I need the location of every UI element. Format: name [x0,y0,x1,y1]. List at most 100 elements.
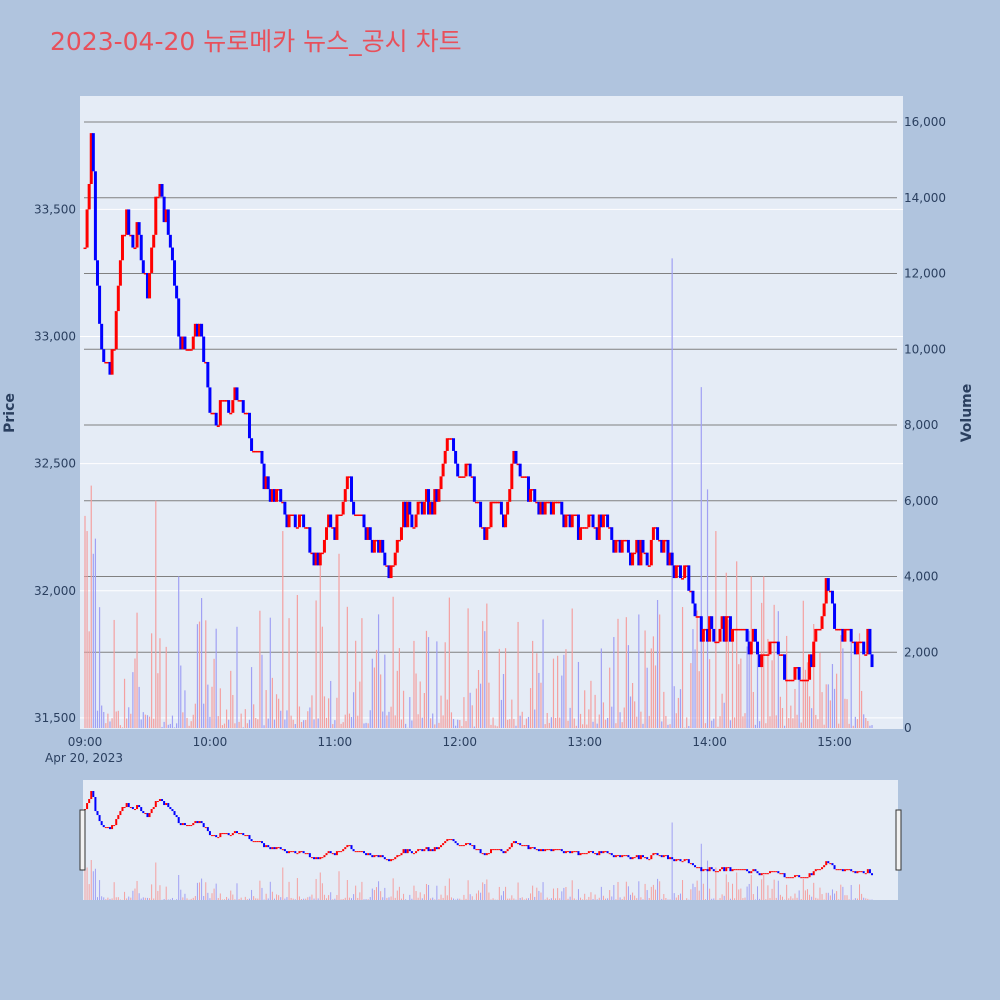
mini-volume-bar [629,894,631,900]
volume-bar [575,725,577,728]
volume-bar [292,719,294,728]
candle [156,196,160,199]
candle [208,387,212,413]
mini-volume-bar [425,883,427,900]
mini-candle [587,851,590,854]
volume-bar [821,692,823,728]
mini-volume-bar [194,895,196,900]
candle [649,539,653,566]
mini-candle [127,803,130,808]
mini-candle [523,845,526,847]
candle [506,501,510,515]
candle [714,641,718,644]
mini-volume-bar [294,899,296,900]
mini-volume-bar [463,894,465,900]
volume-bar [359,681,361,728]
candle [254,450,258,453]
volume-bar [148,716,151,728]
candle [635,539,639,553]
mini-candle [552,849,555,852]
volume-bar [490,724,492,728]
candle [647,565,651,567]
mini-candle [696,867,699,869]
candle [676,565,680,567]
mini-candle [833,865,836,870]
volume-bar [200,598,203,728]
volume-bar [321,626,323,728]
mini-candle [238,833,241,835]
mini-candle [779,873,782,875]
mini-volume-bar [107,897,109,900]
mini-volume-bar [238,898,240,900]
candle [435,489,439,502]
mini-candle [708,867,711,872]
candle [252,450,256,453]
candle [418,501,422,504]
candle [795,667,799,669]
candle [547,501,551,504]
volume-bar [317,718,319,728]
volume-bar [361,618,363,728]
mini-volume-bar [488,892,490,900]
mini-candle [648,859,651,861]
volume-bar [798,670,800,728]
candle [210,412,214,415]
candle [837,628,841,631]
volume-bar [319,561,321,728]
volume-bar [667,724,669,728]
volume-bar [113,619,115,728]
mini-candle [748,871,751,874]
mini-volume-bar [567,898,569,900]
volume-bar [719,716,721,728]
volume-bar [748,630,750,728]
candle [518,463,522,477]
candle [766,654,770,656]
volume-bar [871,725,873,728]
mini-volume-bar [582,899,584,900]
mini-candle [514,841,517,844]
date-label: Apr 20, 2023 [45,751,123,765]
candle [449,438,453,440]
candle [826,578,830,591]
candle [397,539,401,542]
mini-volume-bar [450,897,452,900]
range-slider-right-handle[interactable] [895,809,902,871]
mini-candle [298,851,301,854]
mini-candle [348,845,351,847]
range-slider[interactable] [83,780,898,900]
mini-candle [818,869,821,871]
mini-candle [537,849,540,852]
mini-volume-bar [290,897,292,900]
mini-volume-bar [627,886,629,900]
candle [720,616,724,629]
mini-volume-bar [802,879,804,900]
volume-bar [717,726,719,728]
candle [362,514,366,528]
mini-volume-bar [663,894,665,900]
mini-volume-bar [196,882,198,900]
mini-candle [637,855,640,860]
range-slider-left-handle[interactable] [79,809,86,871]
volume-bar [411,720,413,728]
mini-candle [525,845,528,847]
mini-volume-bar [317,898,319,900]
candle [110,349,114,375]
candle [162,196,166,223]
volume-bar [213,658,215,728]
volume-bar [352,692,355,728]
volume-bar [248,719,251,728]
mini-volume-bar [111,898,113,900]
mini-candle [846,869,849,871]
mini-candle [354,851,357,853]
candle [728,616,732,642]
mini-candle [652,853,655,856]
candle [160,183,164,197]
candle [858,641,862,644]
mini-candle [194,821,197,824]
mini-volume-bar [719,898,721,900]
candle [387,565,391,579]
volume-bar [163,721,165,728]
mini-volume-bar [625,881,627,900]
mini-volume-bar [517,882,519,900]
candle [566,514,570,517]
